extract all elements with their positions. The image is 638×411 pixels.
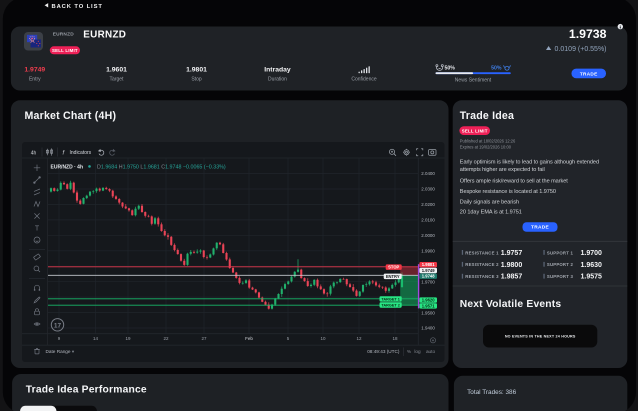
svg-text:log: log <box>414 349 421 354</box>
svg-text:Confidence: Confidence <box>351 77 377 83</box>
svg-text:Date Range ▾: Date Range ▾ <box>46 349 75 354</box>
svg-text:auto: auto <box>426 349 436 354</box>
svg-text:1.9500: 1.9500 <box>421 310 435 315</box>
svg-text:22: 22 <box>163 336 169 341</box>
svg-text:1.9571: 1.9571 <box>422 303 435 308</box>
svg-text:08:49:43 (UTC): 08:49:43 (UTC) <box>367 349 400 354</box>
svg-text:EURNZD: EURNZD <box>83 29 126 40</box>
svg-text:Published at 18/02/2026 12:26: Published at 18/02/2026 12:26 <box>460 139 516 144</box>
svg-text:SELL LIMIT: SELL LIMIT <box>462 128 488 133</box>
svg-text:1.9738: 1.9738 <box>569 27 607 41</box>
svg-text:2.0300: 2.0300 <box>421 187 435 192</box>
svg-text:Market Chart (4H): Market Chart (4H) <box>25 110 117 122</box>
svg-text:Early optimism is likely to le: Early optimism is likely to lead to gain… <box>460 159 599 165</box>
svg-text:EUR/NZD · 4h: EUR/NZD · 4h <box>51 164 84 170</box>
svg-text:Trade Idea Performance: Trade Idea Performance <box>26 385 147 396</box>
svg-text:SUPPORT 2: SUPPORT 2 <box>547 262 574 267</box>
svg-text:2.0400: 2.0400 <box>421 171 435 176</box>
svg-text:News Sentiment: News Sentiment <box>455 78 492 84</box>
svg-text:T: T <box>35 225 40 232</box>
svg-text:Indicators: Indicators <box>70 150 92 156</box>
svg-text:12: 12 <box>356 336 362 341</box>
svg-text:50%: 50% <box>445 65 456 71</box>
svg-text:RESISTANCE 3: RESISTANCE 3 <box>465 274 499 279</box>
svg-text:1.9700: 1.9700 <box>581 250 603 257</box>
svg-text:Feb: Feb <box>245 336 253 341</box>
svg-text:1.9700: 1.9700 <box>421 279 435 284</box>
svg-text:Bespoke resistance is located: Bespoke resistance is located at 1.9750 <box>460 189 556 195</box>
svg-text:1.9400: 1.9400 <box>421 326 435 331</box>
svg-text:TRADE: TRADE <box>580 71 598 76</box>
svg-text:2.0100: 2.0100 <box>421 218 435 223</box>
svg-text:1.9857: 1.9857 <box>501 274 523 281</box>
svg-text:SUPPORT 3: SUPPORT 3 <box>547 274 574 279</box>
svg-text:1.9749: 1.9749 <box>422 268 435 273</box>
svg-text:RESISTANCE 2: RESISTANCE 2 <box>465 262 499 267</box>
svg-text:Daily signals are bearish: Daily signals are bearish <box>460 199 519 205</box>
svg-text:ENTRY: ENTRY <box>386 274 400 279</box>
svg-text:SELL LIMIT: SELL LIMIT <box>52 48 78 53</box>
svg-text:Duration: Duration <box>268 77 287 83</box>
svg-text:19: 19 <box>125 336 131 341</box>
svg-text:Expires at 19/02/2026 10:00: Expires at 19/02/2026 10:00 <box>460 144 512 149</box>
svg-text:1.9801: 1.9801 <box>422 262 435 267</box>
svg-text:TRADE: TRADE <box>531 224 550 230</box>
svg-text:1.9801: 1.9801 <box>186 67 207 74</box>
svg-text:2.0000: 2.0000 <box>421 233 435 238</box>
svg-text:Next Volatile Events: Next Volatile Events <box>460 299 562 310</box>
svg-text:f: f <box>63 151 66 157</box>
svg-text:Stop: Stop <box>191 77 202 83</box>
svg-text:20 1day EMA is at 1.9751: 20 1day EMA is at 1.9751 <box>460 210 522 216</box>
svg-text:1.9757: 1.9757 <box>501 250 523 257</box>
svg-text:Intraday: Intraday <box>264 67 291 74</box>
svg-text:1.9601: 1.9601 <box>106 67 127 74</box>
svg-text:1.9630: 1.9630 <box>581 262 603 269</box>
svg-text:STOP: STOP <box>388 265 399 270</box>
svg-text:18: 18 <box>392 336 398 341</box>
svg-text:5: 5 <box>287 336 290 341</box>
svg-text:1.9800: 1.9800 <box>501 262 523 269</box>
svg-text:%: % <box>407 349 411 354</box>
svg-text:Entry: Entry <box>29 77 41 83</box>
svg-text:4h: 4h <box>31 150 37 156</box>
svg-text:TARGET 1: TARGET 1 <box>381 297 400 301</box>
svg-text:17: 17 <box>54 322 62 329</box>
svg-text:D1.9684 H1.9750 L1.9681 C1.974: D1.9684 H1.9750 L1.9681 C1.9748 −0.0065 … <box>97 164 226 170</box>
svg-text:1.9575: 1.9575 <box>581 274 603 281</box>
svg-text:9: 9 <box>58 336 61 341</box>
svg-text:BACK TO LIST: BACK TO LIST <box>52 4 103 10</box>
svg-text:TARGET 2: TARGET 2 <box>381 303 400 307</box>
svg-text:Target: Target <box>110 77 125 83</box>
svg-text:NO EVENTS IN THE NEXT 24 HOURS: NO EVENTS IN THE NEXT 24 HOURS <box>505 335 576 339</box>
svg-text:1.9748: 1.9748 <box>422 274 435 279</box>
svg-text:1.9620: 1.9620 <box>422 298 435 303</box>
svg-text:Total Trades: 386: Total Trades: 386 <box>467 389 516 396</box>
svg-text:Trade Idea: Trade Idea <box>460 110 514 122</box>
svg-text:1.9900: 1.9900 <box>421 249 435 254</box>
svg-text:14: 14 <box>93 336 99 341</box>
svg-text:0.0109 (+0.55%): 0.0109 (+0.55%) <box>555 46 607 53</box>
svg-text:SUPPORT 1: SUPPORT 1 <box>547 250 574 255</box>
svg-text:Offers ample risk/reward to se: Offers ample risk/reward to sell at the … <box>460 179 568 185</box>
svg-text:10: 10 <box>320 336 326 341</box>
svg-text:50%: 50% <box>491 65 502 71</box>
svg-text:EURNZD: EURNZD <box>53 31 75 37</box>
svg-text:2.0200: 2.0200 <box>421 202 435 207</box>
svg-text:RESISTANCE 1: RESISTANCE 1 <box>465 250 499 255</box>
svg-text:attempts higher are expected t: attempts higher are expected to fail <box>460 167 545 173</box>
svg-text:1.9749: 1.9749 <box>24 67 45 74</box>
svg-text:27: 27 <box>201 336 207 341</box>
